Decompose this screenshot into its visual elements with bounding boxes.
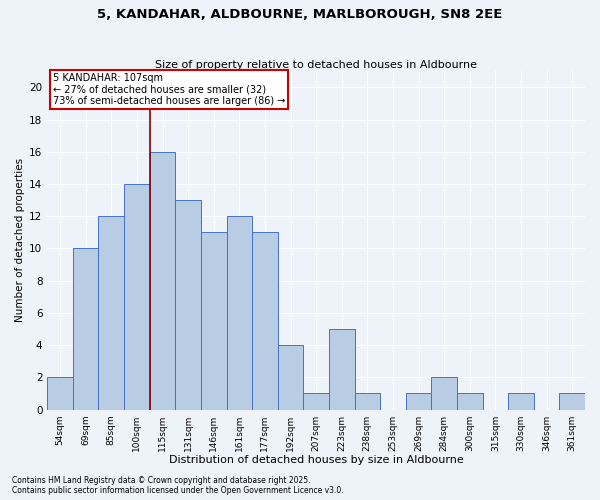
Text: 5, KANDAHAR, ALDBOURNE, MARLBOROUGH, SN8 2EE: 5, KANDAHAR, ALDBOURNE, MARLBOROUGH, SN8… — [97, 8, 503, 20]
Bar — [252, 232, 278, 410]
Text: 5 KANDAHAR: 107sqm
← 27% of detached houses are smaller (32)
73% of semi-detache: 5 KANDAHAR: 107sqm ← 27% of detached hou… — [53, 73, 285, 106]
Title: Size of property relative to detached houses in Aldbourne: Size of property relative to detached ho… — [155, 60, 477, 70]
Bar — [98, 216, 124, 410]
Bar — [508, 394, 534, 409]
Bar — [175, 200, 201, 410]
Bar — [304, 394, 329, 409]
Bar — [355, 394, 380, 409]
Bar — [406, 394, 431, 409]
Bar — [47, 378, 73, 410]
Bar — [559, 394, 585, 409]
Bar — [431, 378, 457, 410]
Bar — [124, 184, 150, 410]
Y-axis label: Number of detached properties: Number of detached properties — [15, 158, 25, 322]
Bar — [227, 216, 252, 410]
Bar — [278, 345, 304, 410]
Bar — [150, 152, 175, 409]
Bar — [329, 329, 355, 409]
Text: Contains HM Land Registry data © Crown copyright and database right 2025.
Contai: Contains HM Land Registry data © Crown c… — [12, 476, 344, 495]
Bar — [73, 248, 98, 410]
Bar — [457, 394, 482, 409]
Bar — [201, 232, 227, 410]
X-axis label: Distribution of detached houses by size in Aldbourne: Distribution of detached houses by size … — [169, 455, 464, 465]
